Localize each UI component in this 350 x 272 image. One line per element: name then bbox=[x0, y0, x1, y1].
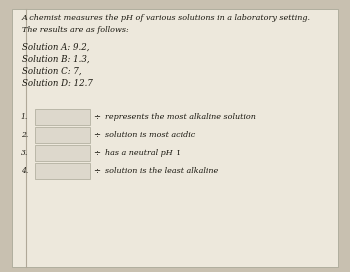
Text: 1.: 1. bbox=[21, 113, 28, 121]
Text: Solution D: 12.7: Solution D: 12.7 bbox=[22, 79, 93, 88]
Text: Solution B: 1.3,: Solution B: 1.3, bbox=[22, 55, 90, 64]
Bar bbox=[35, 109, 90, 125]
Text: A chemist measures the pH of various solutions in a laboratory setting.: A chemist measures the pH of various sol… bbox=[22, 14, 311, 22]
Bar bbox=[35, 127, 90, 143]
Text: 4.: 4. bbox=[21, 167, 28, 175]
Text: 3.: 3. bbox=[21, 149, 28, 157]
Text: represents the most alkaline solution: represents the most alkaline solution bbox=[105, 113, 256, 121]
Text: ÷: ÷ bbox=[93, 113, 100, 122]
Text: I: I bbox=[177, 149, 180, 157]
Text: Solution A: 9.2,: Solution A: 9.2, bbox=[22, 43, 90, 52]
Text: ÷: ÷ bbox=[93, 149, 100, 157]
Text: has a neutral pH: has a neutral pH bbox=[105, 149, 173, 157]
Bar bbox=[35, 145, 90, 161]
Bar bbox=[35, 163, 90, 179]
Text: solution is the least alkaline: solution is the least alkaline bbox=[105, 167, 218, 175]
Text: 2.: 2. bbox=[21, 131, 28, 139]
Text: solution is most acidic: solution is most acidic bbox=[105, 131, 195, 139]
Text: ÷: ÷ bbox=[93, 166, 100, 175]
Text: ÷: ÷ bbox=[93, 131, 100, 140]
Text: The results are as follows:: The results are as follows: bbox=[22, 26, 129, 34]
Text: Solution C: 7,: Solution C: 7, bbox=[22, 67, 82, 76]
